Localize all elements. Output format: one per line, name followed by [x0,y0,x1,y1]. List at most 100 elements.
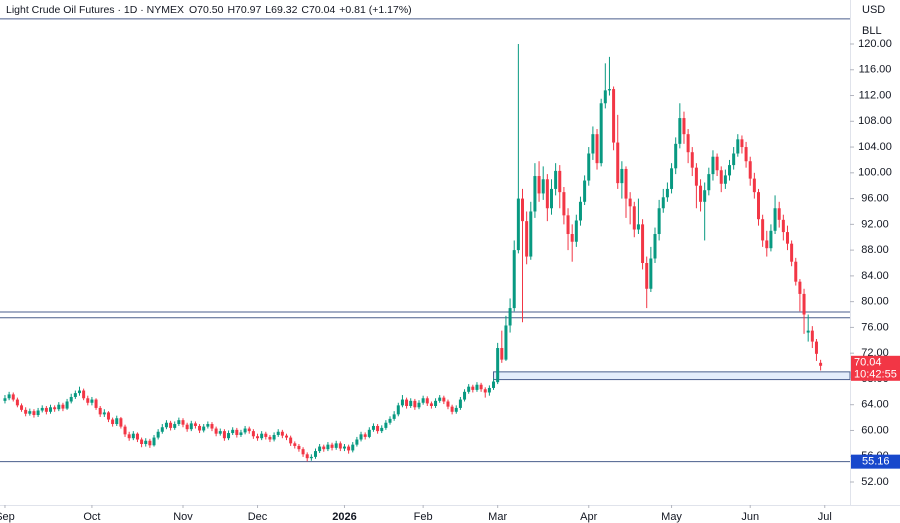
candle-body [752,178,756,193]
x-tick-label: Dec [248,511,268,523]
candle-body [264,433,268,437]
candle-body [785,232,789,244]
candle-body [405,399,409,406]
candle-body [686,134,690,153]
x-tick-label: Nov [173,511,193,523]
candle-body [442,397,446,402]
candle-body [322,446,326,450]
candle-body [694,167,698,186]
candle-body [371,425,375,430]
candle-body [504,325,508,360]
y-tick-label: 100.00 [858,167,892,179]
candle-body [305,454,309,459]
candle-body [790,243,794,262]
candle-body [454,407,458,412]
header: Light Crude Oil Futures · 1D · NYMEX O70.… [6,4,412,16]
candle-body [756,192,760,220]
close-label: C70.04 [301,4,335,16]
candle-body [127,434,131,439]
candle-body [740,139,744,148]
y-tick-label: 80.00 [861,296,889,308]
y-tick-label: 52.00 [861,476,889,488]
candle-body [313,451,317,457]
candle-body [7,394,11,399]
candle-body [661,197,665,209]
candle-body [102,412,106,415]
candle-body [210,424,214,429]
candle-body [24,409,28,414]
candle-body [665,188,669,198]
candle-body [682,118,686,135]
candle-body [802,293,806,315]
candle-body [624,168,628,199]
candle-body [28,411,32,414]
candle-body [347,446,351,451]
candle-body [164,422,168,428]
candle-body [649,258,653,289]
candle-body [309,456,313,459]
candle-body [554,170,558,189]
candle-body [359,434,363,440]
candle-body [761,219,765,241]
candle-body [388,418,392,423]
candle-body [202,426,206,431]
candle-body [280,431,284,436]
candle-body [508,308,512,326]
x-tick-label: Jun [741,511,759,523]
candle-body [620,168,624,184]
candle-body [425,398,429,404]
candle-body [135,433,139,440]
candle-body [57,404,61,410]
candle-body [777,208,781,220]
candle-body [355,439,359,445]
candle-body [185,424,189,430]
y-tick-label: 88.00 [861,244,889,256]
candle-body [247,428,251,432]
candle-body [645,262,649,289]
candle-body [492,381,496,388]
candle-body [719,170,723,184]
candle-body [678,118,682,144]
candle-body [483,389,487,393]
y-tick-label: 112.00 [859,89,892,101]
candle-body [781,219,785,233]
candle-body [814,341,818,354]
candle-body [235,429,239,435]
candle-body [293,443,297,446]
symbol: Light Crude Oil Futures · 1D · NYMEX [6,4,184,16]
candle-body [794,261,798,282]
x-tick-label: May [661,511,682,523]
candle-body [429,403,433,406]
candle-body [400,399,404,406]
candle-body [500,348,504,360]
candle-body [533,176,537,212]
candle-body [243,428,247,433]
y-tick-label: 96.00 [861,192,889,204]
candle-body [32,411,36,416]
zone [493,371,851,381]
candle-body [450,406,454,412]
currency: USD [862,4,885,16]
candle-body [583,180,587,202]
candle-body [285,435,289,438]
candle-body [599,103,603,164]
candle-body [570,234,574,242]
candle-body [94,399,98,408]
change-label: +0.81 (+1.17%) [339,4,411,16]
x-tick-label: Oct [83,511,100,523]
candle-body [446,401,450,407]
candle-body [475,384,479,390]
candle-body [641,224,645,263]
candle-body [810,330,814,342]
candle-body [748,161,752,179]
candle-body [156,431,160,438]
candle-body [77,390,81,394]
candle-body [115,418,119,425]
candle-body [98,407,102,415]
candle-body [69,396,73,402]
candle-body [90,399,94,403]
candle-body [562,192,566,216]
candle-body [512,250,516,309]
last-price-badge [851,355,900,381]
y-tick-label: 64.00 [861,399,889,411]
